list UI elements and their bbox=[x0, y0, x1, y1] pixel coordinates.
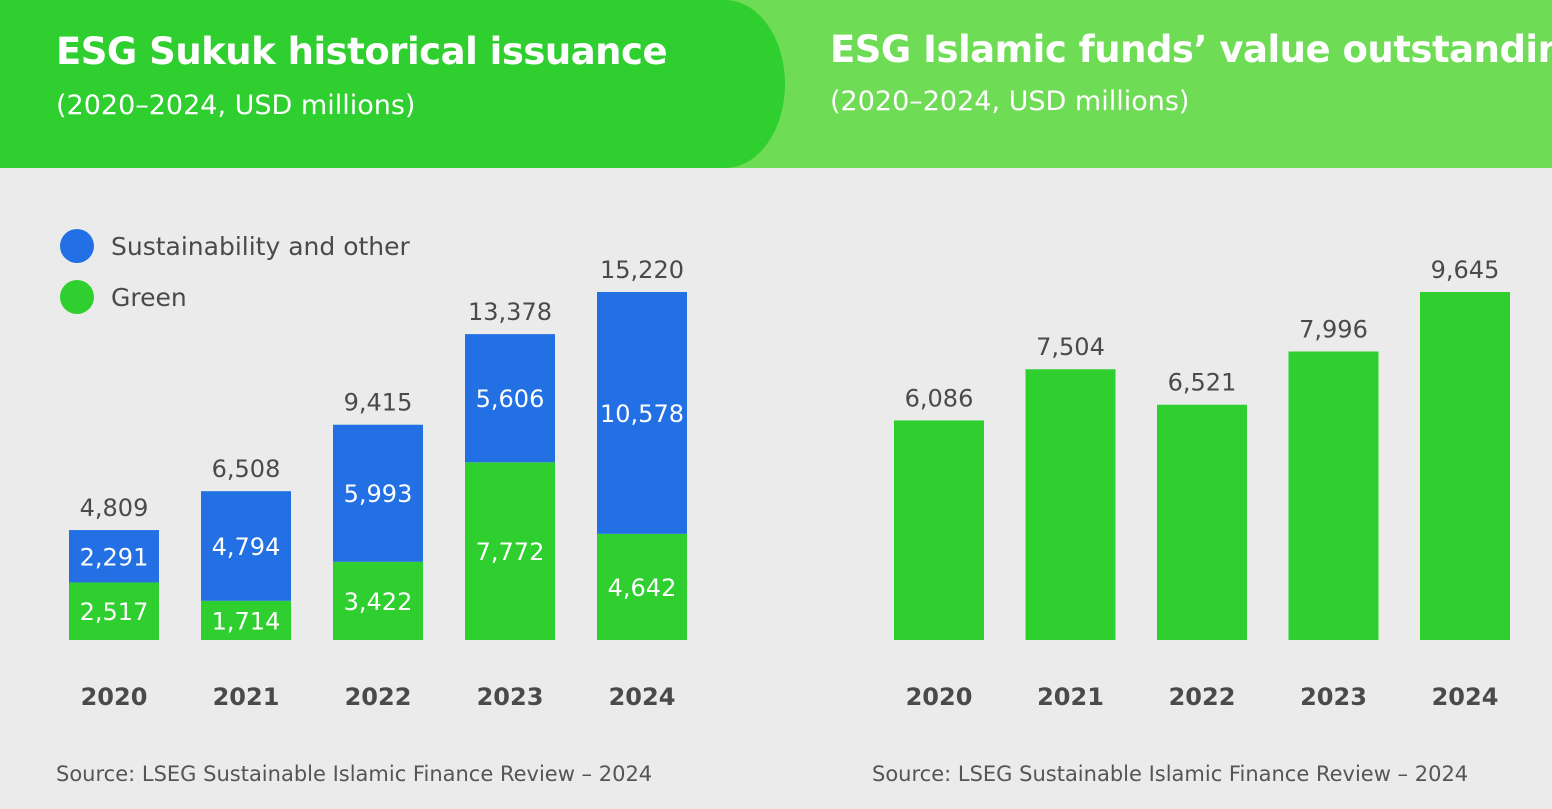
bar-value-label: 6,086 bbox=[905, 384, 974, 412]
right-source-note: Source: LSEG Sustainable Islamic Finance… bbox=[872, 762, 1469, 786]
bar-value-label: 10,578 bbox=[600, 400, 684, 428]
bar-funds-2021 bbox=[1025, 369, 1116, 640]
bar-value-label: 7,996 bbox=[1299, 315, 1368, 343]
x-tick-label: 2021 bbox=[213, 683, 280, 711]
bar-funds-2023 bbox=[1288, 351, 1379, 640]
bar-value-label: 3,422 bbox=[344, 588, 413, 616]
bar-total-label: 4,809 bbox=[80, 494, 149, 522]
x-tick-label: 2022 bbox=[345, 683, 412, 711]
bar-total-label: 6,508 bbox=[212, 455, 281, 483]
bar-value-label: 6,521 bbox=[1168, 369, 1237, 397]
x-tick-label: 2023 bbox=[477, 683, 544, 711]
bar-sustainability-2020 bbox=[69, 530, 159, 583]
bar-total-label: 15,220 bbox=[600, 256, 684, 284]
bar-sustainability-2021 bbox=[201, 491, 291, 601]
legend-swatch-green bbox=[60, 280, 94, 314]
right-chart-subtitle: (2020–2024, USD millions) bbox=[830, 86, 1190, 117]
bar-funds-2024 bbox=[1420, 292, 1510, 640]
bar-value-label: 1,714 bbox=[212, 607, 281, 635]
bar-value-label: 7,772 bbox=[476, 538, 545, 566]
x-tick-label: 2022 bbox=[1169, 683, 1236, 711]
legend-item-green: Green bbox=[60, 280, 187, 314]
bar-sustainability-2022 bbox=[333, 424, 423, 562]
legend-swatch-blue bbox=[60, 229, 94, 263]
bar-total-label: 13,378 bbox=[468, 298, 552, 326]
x-tick-label: 2020 bbox=[81, 683, 148, 711]
left-chart-subtitle: (2020–2024, USD millions) bbox=[56, 90, 416, 121]
bar-green-2021 bbox=[201, 600, 291, 640]
bar-green-2020 bbox=[69, 582, 159, 640]
right-chart-title: ESG Islamic funds’ value outstanding bbox=[830, 28, 1552, 71]
bar-green-2022 bbox=[333, 561, 423, 640]
legend-label: Green bbox=[111, 282, 187, 312]
bar-value-label: 5,993 bbox=[344, 480, 413, 508]
left-chart-title: ESG Sukuk historical issuance bbox=[56, 30, 668, 73]
x-tick-label: 2020 bbox=[906, 683, 973, 711]
legend-item-sustainability: Sustainability and other bbox=[60, 229, 410, 263]
x-tick-label: 2024 bbox=[1432, 683, 1499, 711]
bar-funds-2020 bbox=[894, 420, 984, 640]
bar-value-label: 4,794 bbox=[212, 533, 281, 561]
x-tick-label: 2023 bbox=[1300, 683, 1367, 711]
left-source-note: Source: LSEG Sustainable Islamic Finance… bbox=[56, 762, 653, 786]
bar-funds-2022 bbox=[1157, 404, 1247, 640]
bar-value-label: 9,645 bbox=[1431, 256, 1500, 284]
bar-green-2023 bbox=[465, 462, 555, 640]
bar-value-label: 7,504 bbox=[1036, 333, 1105, 361]
legend-label: Sustainability and other bbox=[111, 231, 410, 261]
bar-value-label: 2,291 bbox=[80, 543, 149, 571]
header-left-background bbox=[0, 0, 785, 168]
bar-value-label: 5,606 bbox=[476, 385, 545, 413]
bar-green-2024 bbox=[597, 533, 687, 640]
bar-total-label: 9,415 bbox=[344, 389, 413, 417]
bar-value-label: 2,517 bbox=[80, 598, 149, 626]
bar-sustainability-2024 bbox=[597, 292, 687, 534]
bar-value-label: 4,642 bbox=[608, 574, 677, 602]
x-tick-label: 2021 bbox=[1037, 683, 1104, 711]
x-tick-label: 2024 bbox=[609, 683, 676, 711]
bar-sustainability-2023 bbox=[465, 334, 555, 463]
